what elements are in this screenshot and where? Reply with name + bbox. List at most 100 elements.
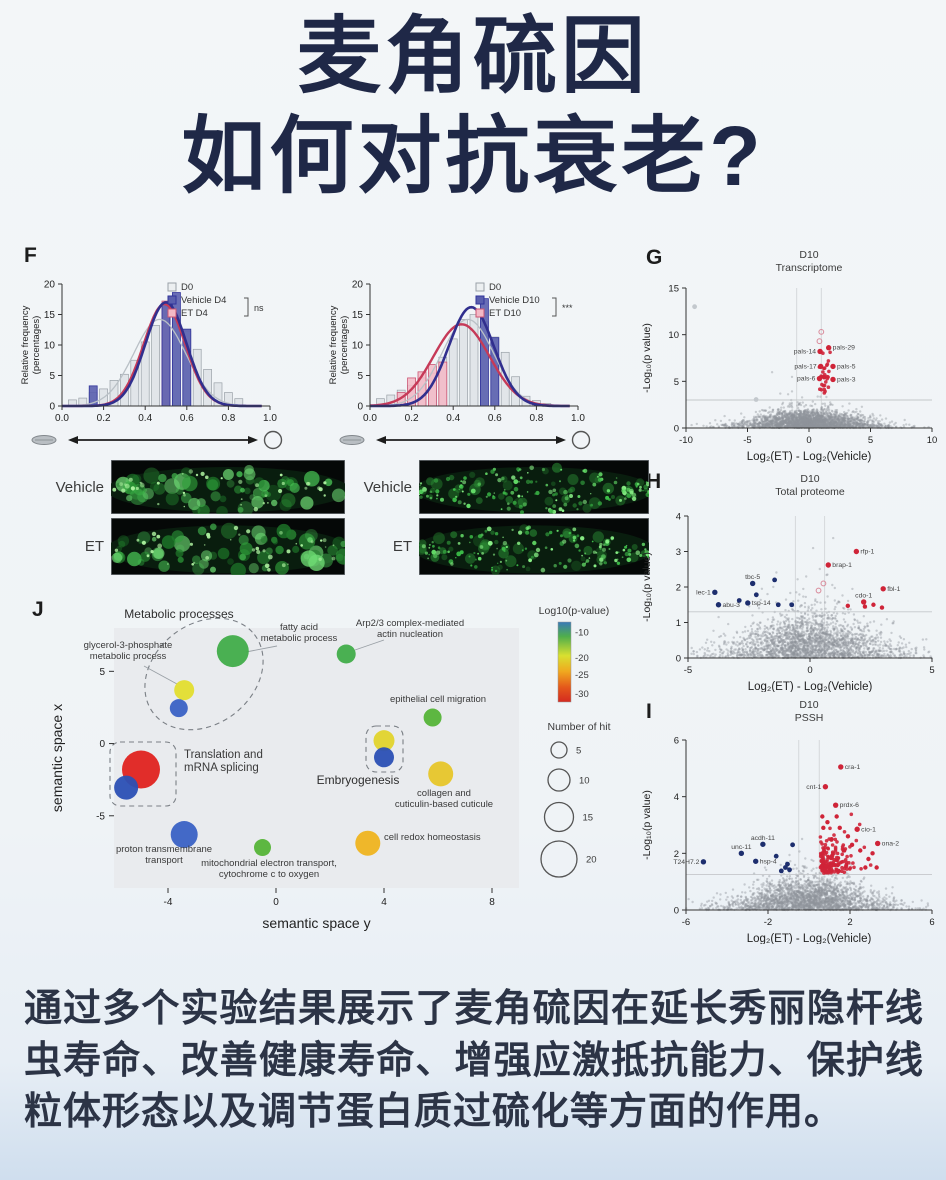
chart-title: D10 — [799, 699, 818, 711]
svg-text:Transcriptome: Transcriptome — [776, 262, 843, 274]
go-term-bubble-chart: Metabolic processes Embryogenesis fatty ac… — [49, 605, 611, 931]
page-title-line1: 麦角硫因 — [296, 9, 649, 103]
fluorescence-image-et-d4 — [111, 518, 345, 575]
labeled-genes: pals-29 pals-14 pals-17 pals-5 pals-6 pals-3 — [794, 345, 856, 384]
svg-text:transport: transport — [145, 855, 183, 866]
svg-text:5: 5 — [357, 371, 363, 382]
volcano-pssh-chart: D10PSSHT24H7.2unc-11acdh-11hsp-4cra-1cnt… — [641, 699, 935, 944]
micro-row-right-et: ET — [348, 518, 649, 575]
svg-text:-25: -25 — [575, 670, 589, 681]
shape-axis — [31, 430, 283, 450]
svg-text:ET D4: ET D4 — [181, 308, 208, 319]
worm-icon — [31, 435, 57, 445]
go-term-bubble — [114, 775, 139, 800]
svg-text:Translation and: Translation and — [184, 749, 263, 761]
axes — [684, 515, 933, 662]
go-term-bubble: epithelial cell migration — [390, 694, 486, 727]
micro-row-left-vehicle: Vehicle — [40, 460, 345, 514]
fluorescence-image-et-d10 — [419, 518, 649, 575]
svg-text:15: 15 — [352, 310, 364, 321]
svg-text:Log10(p-value): Log10(p-value) — [539, 605, 610, 617]
svg-text:Number of hit: Number of hit — [547, 721, 610, 733]
title-block: 麦角硫因 如何对抗衰老? — [0, 6, 946, 206]
svg-text:cell redox homeostasis: cell redox homeostasis — [384, 832, 481, 843]
svg-text:actin nucleation: actin nucleation — [377, 629, 443, 640]
svg-text:-10: -10 — [575, 627, 589, 638]
size-legend: Number of hit 5 10 15 20 — [540, 721, 611, 878]
histogram-plot — [62, 292, 262, 408]
legend: D0 Vehicle D10 ET D10 *** — [475, 282, 573, 319]
svg-text:metabolic process: metabolic process — [90, 651, 167, 662]
svg-text:Relative frequency: Relative frequency — [328, 305, 339, 384]
svg-text:-30: -30 — [575, 689, 589, 700]
cluster-outline: Embryogenesis — [317, 725, 404, 787]
svg-text:10: 10 — [927, 435, 938, 446]
axes — [682, 287, 933, 432]
micro-row-right-vehicle: Vehicle — [348, 460, 649, 514]
svg-text:5: 5 — [99, 667, 105, 678]
svg-text:5: 5 — [49, 371, 55, 382]
x-axis-label: semantic space y — [262, 915, 370, 931]
go-term-bubble — [374, 747, 394, 768]
svg-text:glycerol-3-phosphate: glycerol-3-phosphate — [84, 640, 173, 651]
svg-text:D0: D0 — [489, 282, 501, 293]
cluster-outline — [109, 741, 177, 807]
svg-text:Log₂(ET) - Log₂(Vehicle): Log₂(ET) - Log₂(Vehicle) — [747, 451, 872, 463]
upregulated-cluster — [818, 812, 873, 875]
svg-text:0: 0 — [49, 402, 55, 413]
panel-label-j: J — [32, 598, 44, 621]
svg-text:4: 4 — [381, 897, 387, 908]
micro-row-left-et: ET — [40, 518, 345, 575]
svg-text:10: 10 — [579, 776, 590, 787]
scatter-cloud — [690, 536, 933, 660]
micro-label-et: ET — [84, 538, 104, 555]
panel-label-h: H — [646, 470, 662, 493]
axes — [366, 283, 579, 410]
fluorescence-image-vehicle-d10 — [419, 460, 649, 514]
svg-text:15: 15 — [583, 813, 594, 824]
svg-text:5: 5 — [674, 377, 679, 388]
svg-text:Relative frequency: Relative frequency — [20, 305, 31, 384]
svg-text:mRNA splicing: mRNA splicing — [184, 762, 259, 774]
y-axis-label: semantic space x — [49, 704, 65, 812]
svg-text:0: 0 — [806, 435, 811, 446]
panel-label-f: F — [24, 244, 37, 267]
svg-text:Arp2/3 complex-mediated: Arp2/3 complex-mediated — [356, 618, 464, 629]
svg-text:0.2: 0.2 — [97, 413, 111, 424]
scatter-cloud — [690, 371, 930, 430]
page-title-line2: 如何对抗衰老? — [181, 109, 765, 203]
svg-text:0.8: 0.8 — [221, 413, 235, 424]
svg-text:20: 20 — [352, 280, 364, 291]
svg-text:Metabolic processes: Metabolic processes — [124, 607, 233, 621]
svg-text:5: 5 — [576, 746, 581, 757]
svg-text:mitochondrial electron transpo: mitochondrial electron transport, — [201, 858, 337, 869]
svg-text:ns: ns — [254, 303, 264, 313]
worm-icon — [339, 435, 365, 445]
svg-text:-5: -5 — [743, 435, 751, 446]
fluorescence-image-vehicle-d4 — [111, 460, 345, 514]
panel-label-g: G — [646, 246, 663, 269]
summary-text: 通过多个实验结果展示了麦角硫因在延长秀丽隐杆线虫寿命、改善健康寿命、增强应激抵抗… — [24, 988, 924, 1134]
svg-text:-5: -5 — [96, 811, 105, 822]
svg-text:-Log₁₀(p value): -Log₁₀(p value) — [641, 323, 653, 393]
svg-text:metabolic process: metabolic process — [261, 633, 338, 644]
svg-text:15: 15 — [44, 310, 56, 321]
svg-text:Vehicle D10: Vehicle D10 — [489, 295, 540, 306]
micro-label-vehicle: Vehicle — [55, 478, 104, 496]
svg-text:pals-3: pals-3 — [837, 376, 856, 383]
axes — [58, 283, 271, 410]
fluorescence-signal — [112, 464, 345, 514]
svg-text:pals-14: pals-14 — [794, 348, 817, 355]
svg-text:8: 8 — [489, 897, 495, 908]
svg-text:1.0: 1.0 — [571, 413, 585, 424]
svg-text:0.2: 0.2 — [405, 413, 419, 424]
svg-text:ET D10: ET D10 — [489, 308, 521, 319]
svg-text:-4: -4 — [164, 897, 173, 908]
svg-text:1.0: 1.0 — [263, 413, 277, 424]
